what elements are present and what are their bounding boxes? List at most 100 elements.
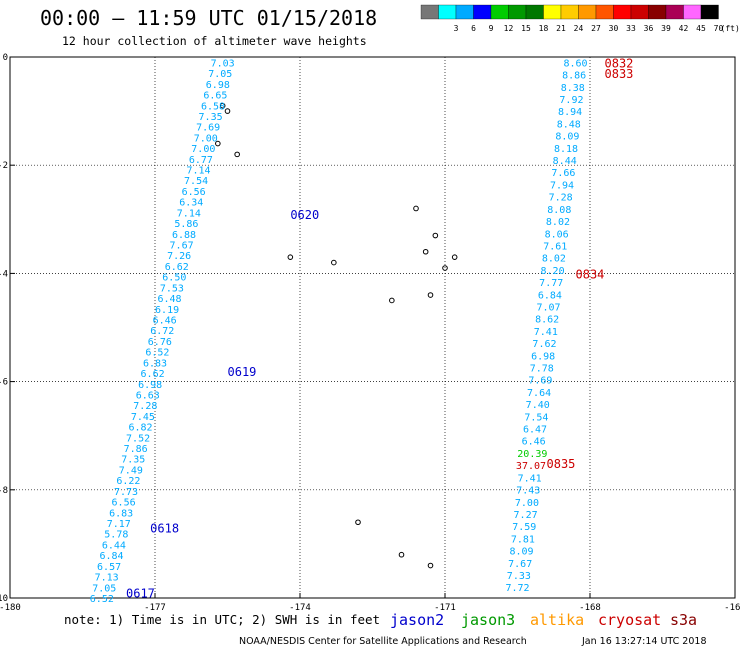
- wave-height-value: 7.86: [124, 444, 148, 455]
- wave-height-value: 6.46: [522, 437, 546, 448]
- legend-label: 3: [454, 24, 459, 33]
- legend-swatch: [700, 4, 719, 20]
- wave-height-value: 7.03: [211, 58, 235, 69]
- legend-label: 21: [556, 24, 566, 33]
- legend-swatch: [543, 4, 562, 20]
- pass-label: 0832: [605, 56, 634, 70]
- plot-frame: [9, 56, 736, 599]
- wave-height-value: 8.08: [547, 205, 571, 216]
- mission-legend: jason2 jason3 altika cryosat s3a: [390, 611, 697, 629]
- legend-unit: (ft): [721, 24, 740, 33]
- x-tick-label: -165: [724, 603, 740, 613]
- y-tick-label: 0: [3, 53, 8, 63]
- mission-label: altika: [530, 611, 584, 629]
- legend-label: 70: [714, 24, 724, 33]
- wave-height-value: 8.20: [541, 266, 565, 277]
- island-outline: [422, 248, 429, 255]
- wave-height-value: 7.00: [194, 133, 218, 144]
- wave-height-value: 7.41: [518, 473, 542, 484]
- island-outlines: [215, 102, 458, 569]
- wave-height-value: 7.13: [95, 573, 119, 584]
- wave-height-value: 7.81: [511, 534, 535, 545]
- wave-height-value: 7.35: [199, 112, 223, 123]
- wave-height-value: 7.67: [508, 559, 532, 570]
- island-outline: [427, 292, 434, 298]
- wave-height-value: 7.05: [208, 69, 232, 80]
- chart-title: 00:00 – 11:59 UTC 01/15/2018: [40, 6, 377, 30]
- legend-label: 24: [574, 24, 584, 33]
- wave-height-value: 5.86: [174, 219, 198, 230]
- wave-height-value: 7.66: [551, 168, 575, 179]
- wave-height-value: 8.38: [561, 83, 585, 94]
- wave-height-value: 7.94: [550, 180, 574, 191]
- wave-height-value: 8.44: [553, 156, 577, 167]
- wave-height-value: 5.78: [104, 530, 128, 541]
- wave-height-value: 7.05: [92, 583, 116, 594]
- island-outline: [398, 551, 405, 558]
- wave-height-value: 6.88: [172, 230, 196, 241]
- legend-label: 6: [471, 24, 476, 33]
- island-outline: [234, 151, 240, 158]
- pass-label: 0619: [228, 365, 257, 379]
- wave-height-value: 6.98: [206, 80, 230, 91]
- island-outline: [442, 265, 448, 271]
- wave-height-value: 6.52: [145, 348, 169, 359]
- wave-height-value: 7.54: [184, 176, 208, 187]
- wave-height-value: 7.52: [126, 433, 150, 444]
- wave-height-value: 7.00: [191, 144, 215, 155]
- wave-height-value: 6.84: [538, 290, 562, 301]
- pass-label: 0835: [547, 457, 576, 471]
- wave-height-value: 6.22: [116, 476, 140, 487]
- wave-height-value: 8.60: [563, 58, 587, 69]
- wave-height-value: 8.02: [546, 217, 570, 228]
- wave-height-value: 6.57: [97, 562, 121, 573]
- wave-height-value: 7.45: [131, 412, 155, 423]
- wave-height-value: 8.06: [545, 229, 569, 240]
- legend-label: 12: [504, 24, 514, 33]
- wave-height-value: 6.48: [157, 294, 181, 305]
- wave-height-value: 7.49: [119, 465, 143, 476]
- wave-height-value: 8.48: [557, 119, 581, 130]
- legend-swatch: [420, 4, 439, 20]
- wave-height-value: 20.39: [517, 449, 547, 460]
- pass-label: 0620: [290, 208, 319, 222]
- wave-height-value: 7.14: [177, 208, 201, 219]
- legend-swatch: [508, 4, 527, 20]
- wave-height-value: 7.69: [528, 376, 552, 387]
- pass-label: 0834: [576, 267, 605, 281]
- legend-swatch: [648, 4, 667, 20]
- footer-note: note: 1) Time is in UTC; 2) SWH is in fe…: [64, 612, 380, 627]
- legend-swatch: [578, 4, 597, 20]
- island-outline: [427, 562, 434, 569]
- wave-height-value: 8.18: [554, 144, 578, 155]
- wave-height-value: 7.14: [186, 166, 210, 177]
- wave-height-value: 7.26: [167, 251, 191, 262]
- legend-swatch: [455, 4, 474, 20]
- y-tick-label: -6: [0, 378, 8, 388]
- chart-subtitle: 12 hour collection of altimeter wave hei…: [62, 34, 367, 48]
- legend-swatch: [613, 4, 632, 20]
- plot-grid: [10, 57, 735, 598]
- satellite-tracks: 7.037.056.986.656.587.357.697.007.006.77…: [90, 58, 588, 605]
- legend-label: 36: [644, 24, 654, 33]
- color-legend: 3 6 9 12 15 18 21 24 27 30 33 36 39 42 45 70(ft): [420, 4, 740, 33]
- wave-height-value: 6.98: [138, 380, 162, 391]
- legend-label: 30: [609, 24, 619, 33]
- wave-height-value: 7.41: [534, 327, 558, 338]
- legend-swatch: [438, 4, 457, 20]
- island-outline: [215, 140, 221, 147]
- wave-height-value: 7.40: [526, 400, 550, 411]
- wave-height-value: 7.28: [133, 401, 157, 412]
- legend-swatch: [525, 4, 544, 20]
- wave-height-value: 6.50: [162, 273, 186, 284]
- wave-height-value: 7.72: [505, 583, 529, 594]
- wave-height-value: 6.76: [148, 337, 172, 348]
- y-tick-label: -8: [0, 486, 8, 496]
- pass-label: 0833: [605, 67, 634, 81]
- legend-label: 15: [521, 24, 531, 33]
- island-outline: [355, 519, 361, 526]
- legend-label: 42: [679, 24, 689, 33]
- wave-height-value: 7.07: [536, 302, 560, 313]
